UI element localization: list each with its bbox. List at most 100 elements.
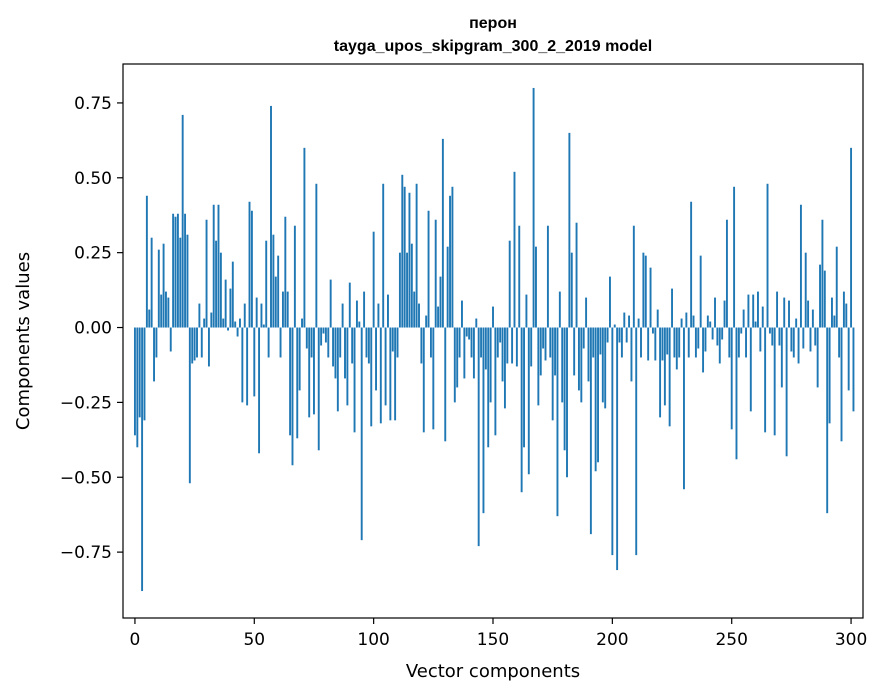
bar-211 [637, 318, 640, 328]
bar-103 [379, 327, 382, 424]
bar-71 [303, 147, 306, 328]
bar-276 [792, 327, 795, 358]
bar-64 [286, 291, 289, 328]
bar-274 [788, 300, 790, 328]
bar-47 [246, 327, 249, 406]
bar-11 [160, 294, 163, 328]
y-tick-label-5: 0.50 [74, 169, 112, 189]
bar-300 [850, 147, 853, 328]
bar-153 [499, 327, 502, 343]
bar-146 [482, 327, 485, 514]
bar-96 [363, 291, 366, 328]
bar-238 [702, 327, 705, 373]
bar-187 [580, 327, 583, 403]
bar-264 [764, 327, 767, 433]
bar-50 [253, 327, 256, 397]
bar-0 [133, 327, 136, 436]
bar-117 [413, 291, 416, 328]
bar-116 [410, 243, 413, 328]
bar-192 [592, 327, 595, 358]
bar-75 [313, 327, 315, 415]
bar-218 [654, 327, 657, 361]
bar-18 [176, 213, 179, 328]
x-tick-label-200: 200 [596, 630, 628, 650]
bar-186 [577, 327, 580, 391]
bar-250 [730, 327, 733, 430]
bar-259 [752, 294, 755, 328]
bar-86 [339, 327, 342, 358]
bar-5 [145, 195, 148, 328]
bar-74 [310, 327, 313, 358]
bar-278 [797, 327, 800, 364]
bar-210 [635, 327, 638, 556]
bar-170 [539, 327, 542, 376]
bar-53 [260, 303, 263, 328]
bar-109 [394, 327, 397, 421]
bar-217 [651, 327, 654, 334]
bar-296 [840, 327, 843, 442]
bar-288 [821, 219, 824, 328]
bar-83 [332, 327, 335, 367]
bar-111 [398, 252, 401, 328]
bar-268 [773, 327, 776, 436]
bar-279 [799, 204, 802, 328]
bar-138 [463, 327, 466, 379]
bar-129 [441, 138, 444, 328]
bar-78 [320, 327, 323, 346]
bar-98 [367, 327, 370, 364]
bar-249 [728, 327, 731, 358]
y-axis-label: Components values [13, 252, 34, 430]
bar-221 [661, 327, 664, 361]
bar-13 [165, 291, 167, 328]
bar-155 [503, 327, 506, 409]
bar-168 [535, 246, 537, 328]
bar-299 [847, 327, 850, 391]
bar-194 [597, 327, 599, 463]
bar-188 [582, 327, 585, 349]
bar-36 [219, 252, 222, 328]
bar-144 [477, 327, 480, 547]
bar-247 [723, 300, 726, 328]
bar-275 [790, 327, 793, 352]
bar-184 [573, 327, 576, 376]
bar-32 [210, 312, 213, 328]
bar-122 [425, 315, 428, 328]
bar-39 [227, 327, 229, 331]
bar-41 [231, 261, 234, 328]
bar-198 [606, 327, 609, 343]
bar-6 [148, 309, 151, 328]
bar-149 [489, 327, 492, 403]
bar-120 [420, 327, 423, 364]
bar-17 [174, 216, 177, 328]
bar-128 [439, 276, 442, 328]
bar-55 [265, 240, 268, 328]
bar-42 [234, 321, 237, 328]
y-tick-label-4: 0.25 [74, 244, 112, 264]
bar-90 [348, 282, 351, 328]
bar-183 [570, 252, 573, 328]
bar-62 [281, 291, 284, 328]
bar-293 [833, 315, 836, 328]
bar-152 [496, 327, 499, 358]
bar-26 [196, 327, 198, 358]
bar-281 [804, 252, 807, 328]
bar-180 [563, 327, 566, 451]
bar-94 [358, 321, 361, 328]
bar-97 [365, 327, 368, 358]
bar-81 [327, 327, 330, 358]
bar-219 [656, 309, 659, 328]
bar-191 [589, 327, 592, 535]
bar-200 [611, 327, 614, 556]
bar-292 [831, 297, 833, 328]
bar-145 [480, 327, 483, 358]
bar-231 [685, 312, 688, 328]
bar-139 [465, 327, 468, 337]
bar-224 [668, 327, 671, 427]
bar-270 [778, 327, 781, 346]
bar-24 [191, 327, 194, 364]
bar-107 [389, 327, 392, 421]
bar-286 [816, 327, 819, 388]
bar-284 [811, 309, 814, 328]
bar-66 [291, 327, 294, 466]
chart-title-line2: tayga_upos_skipgram_300_2_2019 model [334, 38, 652, 55]
